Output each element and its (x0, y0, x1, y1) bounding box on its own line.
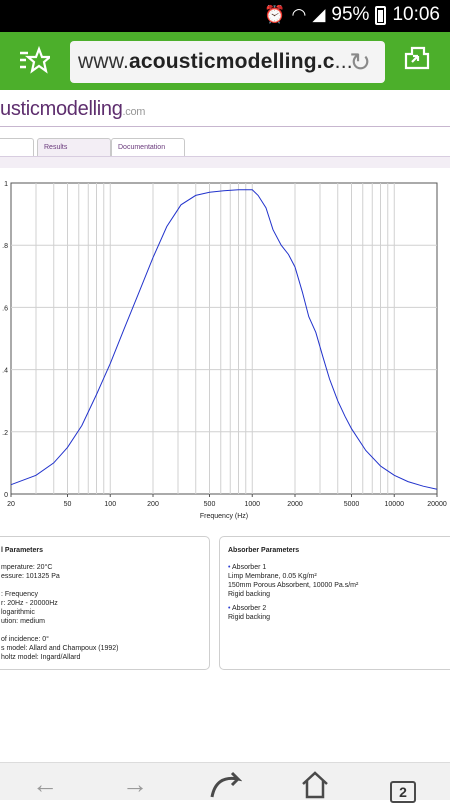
general-parameter-line: mperature: 20°C (1, 564, 53, 571)
battery-icon (375, 5, 387, 25)
tabs-base-bar (0, 156, 450, 168)
bullet-icon: • (228, 564, 231, 571)
bookmark-star-icon[interactable] (18, 45, 54, 77)
y-tick-label: 0 (4, 492, 8, 499)
browser-bottom-bar: ← → 2 (0, 762, 450, 803)
general-parameter-line (1, 581, 119, 590)
general-parameter-line (1, 626, 119, 635)
parameters-section: l Parameters mperature: 20°C essure: 1013… (0, 536, 450, 671)
y-tick-label: .6 (2, 305, 8, 312)
absorber-2-backing: Rigid backing (228, 614, 271, 621)
y-tick-label: .2 (2, 430, 8, 437)
save-page-icon[interactable] (210, 769, 243, 806)
x-axis-label: Frequency (Hz) (200, 513, 248, 520)
y-tick-label: .4 (2, 368, 8, 375)
wifi-icon: ◠ (291, 5, 307, 24)
address-bar[interactable]: www.acousticmodelling.c... ↻ (70, 41, 385, 83)
absorber-parameters-title: Absorber Parameters (228, 547, 300, 554)
share-icon[interactable] (402, 44, 430, 79)
general-parameter-line: s model: Allard and Champoux (1992) (1, 645, 119, 652)
x-tick-label: 2000 (287, 501, 303, 508)
absorber-1-label: Absorber 1 (232, 564, 267, 571)
home-icon[interactable] (300, 769, 330, 806)
reload-icon[interactable]: ↻ (349, 47, 371, 77)
alarm-icon: ⏰ (264, 5, 286, 24)
forward-arrow-icon[interactable]: → (122, 769, 148, 799)
x-tick-label: 100 (104, 501, 116, 508)
tab-documentation[interactable]: Documentation (111, 138, 185, 156)
absorber-parameters-panel: Absorber Parameters • Absorber 1 Limp Me… (219, 536, 450, 670)
x-tick-label: 500 (204, 501, 216, 508)
x-tick-label: 10000 (385, 501, 405, 508)
absorption-curve (10, 189, 438, 490)
x-tick-label: 200 (147, 501, 159, 508)
absorber-2-label: Absorber 2 (232, 605, 267, 612)
general-parameter-line: : Frequency (1, 591, 38, 598)
absorber-1-backing: Rigid backing (228, 591, 271, 598)
tab-results[interactable]: Results (37, 138, 111, 156)
x-tick-label: 5000 (344, 501, 360, 508)
absorber-1-membrane: Limp Membrane, 0.05 Kg/m² (228, 573, 317, 580)
url-text: www.acousticmodelling.c... (78, 50, 353, 73)
site-logo[interactable]: usticmodelling.com (0, 98, 146, 120)
browser-toolbar: www.acousticmodelling.c... ↻ (0, 32, 450, 90)
bullet-icon: • (228, 605, 231, 612)
general-parameter-line: of incidence: 0° (1, 636, 49, 643)
general-parameter-line: holtz model: Ingard/Allard (1, 654, 81, 661)
signal-icon: ◢ (312, 5, 326, 24)
status-bar: ⏰ ◠ ◢ 95% 10:06 (0, 0, 450, 32)
x-tick-label: 1000 (244, 501, 260, 508)
general-parameter-line: essure: 101325 Pa (1, 573, 60, 580)
general-parameters-title: l Parameters (1, 547, 44, 554)
x-tick-label: 50 (64, 501, 72, 508)
plot-frame (10, 182, 438, 495)
back-arrow-icon[interactable]: ← (32, 769, 58, 799)
absorption-chart-svg: 0 .2 .4 .6 .8 1 20 50 100 200 500 1000 2000 5000 10000… (2, 181, 447, 520)
x-tick-label: 20000 (427, 501, 447, 508)
absorber-parameters-list: • Absorber 1 Limp Membrane, 0.05 Kg/m² 1… (228, 563, 358, 622)
clock: 10:06 (392, 4, 440, 25)
general-parameter-line: logarithmic (1, 609, 35, 616)
absorber-2-label-row: • Absorber 2 (228, 604, 358, 613)
absorber-1-label-row: • Absorber 1 (228, 563, 358, 572)
status-icons: ⏰ ◠ ◢ 95% 10:06 (264, 4, 440, 26)
general-parameter-line: ution: medium (1, 618, 45, 625)
absorber-1-porous: 150mm Porous Absorbent, 10000 Pa.s/m² (228, 582, 359, 589)
y-tick-label: .8 (2, 243, 8, 250)
header-divider (0, 126, 450, 127)
y-tick-label: 1 (4, 181, 8, 188)
x-tick-label: 20 (7, 501, 15, 508)
tab-input[interactable] (0, 138, 34, 156)
general-parameters-panel: l Parameters mperature: 20°C essure: 1013… (0, 536, 210, 670)
absorption-chart: 0 .2 .4 .6 .8 1 20 50 100 200 500 1000 2000 5000 10000… (0, 168, 450, 528)
general-parameters-list: mperature: 20°C essure: 101325 Pa : Frequ… (1, 563, 119, 662)
battery-percent: 95% (331, 4, 370, 25)
general-parameter-line: r: 20Hz - 20000Hz (1, 600, 58, 607)
